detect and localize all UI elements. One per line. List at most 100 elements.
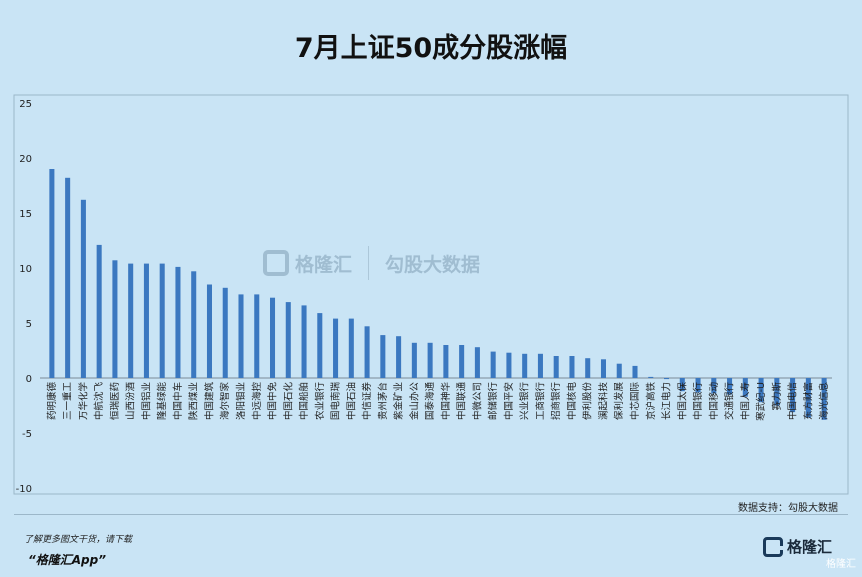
x-tick-label: 伊利股份 (582, 382, 594, 421)
bar (65, 177, 71, 378)
footer-logo: 格隆汇 (763, 536, 832, 557)
x-tick-label: 赛力斯 (771, 382, 783, 411)
bar (553, 356, 559, 378)
bar (301, 305, 307, 378)
x-tick-label: 山西汾酒 (126, 382, 137, 421)
y-tick-label: 25 (19, 99, 32, 110)
x-tick-label: 海尔智家 (219, 382, 231, 421)
x-tick-label: 中国太保 (676, 382, 688, 421)
bar (585, 358, 591, 378)
x-tick-label: 农业银行 (314, 382, 326, 421)
x-tick-label: 中国银行 (692, 382, 704, 421)
bar (758, 378, 764, 403)
x-tick-label: 中国神华 (440, 382, 452, 421)
x-tick-label: 招商银行 (550, 382, 562, 421)
bar (364, 326, 370, 378)
bar (679, 378, 685, 392)
footer-divider (14, 514, 848, 515)
y-tick-label: 10 (19, 264, 32, 275)
x-tick-label: 隆基绿能 (156, 382, 168, 421)
x-tick-label: 三一重工 (62, 382, 74, 421)
bar (269, 297, 276, 378)
watermark-logo-icon (263, 250, 289, 276)
x-tick-label: 工商银行 (534, 382, 546, 421)
x-tick-label: 东方财富 (802, 382, 814, 420)
bar (380, 335, 386, 378)
x-tick-label: 恒瑞医药 (109, 382, 121, 420)
bar (600, 359, 607, 378)
bar (727, 378, 733, 395)
x-tick-label: 贵州茅台 (377, 382, 389, 420)
bar (569, 356, 575, 378)
x-tick-label: 寒武纪-U (755, 382, 767, 421)
x-tick-label: 海光信息 (818, 382, 830, 420)
x-tick-label: 国电南瑞 (330, 382, 342, 421)
bar (317, 313, 323, 378)
y-tick-label: 0 (26, 374, 32, 385)
y-tick-label: -5 (22, 429, 32, 440)
y-tick-label: -10 (16, 484, 32, 495)
bar (348, 318, 354, 378)
x-tick-label: 中国建筑 (203, 382, 215, 421)
x-axis-labels: 药明康德 三一重工 万华化学 中航沈飞 恒瑞医药 山西汾酒 中国铝业 隆基绿能 中国中车 陕西煤业… (46, 382, 830, 421)
bar (159, 263, 165, 378)
footer-logo-icon (763, 536, 783, 557)
bar (742, 378, 748, 397)
x-tick-label: 中国联通 (456, 382, 468, 421)
footer-app-name: “格隆汇App” (28, 553, 106, 567)
x-tick-label: 中芯国际 (629, 382, 641, 421)
x-tick-label: 国泰海通 (424, 382, 436, 421)
x-tick-label: 中信证券 (361, 382, 373, 421)
x-tick-label: 中远海控 (251, 382, 263, 421)
bar (663, 378, 670, 380)
bar (411, 342, 417, 378)
plot-border (13, 94, 849, 495)
x-tick-label: 中国核电 (566, 382, 578, 421)
chart-title: 7月上证50成分股涨幅 (294, 33, 568, 64)
bar (206, 284, 213, 378)
x-tick-label: 金山办公 (408, 382, 420, 421)
bar (506, 352, 512, 378)
bar (96, 244, 102, 378)
bar (333, 318, 339, 378)
bar (80, 199, 86, 378)
bar (254, 294, 260, 378)
bar (490, 351, 496, 378)
bar (711, 378, 717, 394)
bar (537, 353, 543, 378)
watermark-brand: 格隆汇 (295, 253, 353, 276)
bar (285, 302, 291, 378)
bar (49, 169, 55, 378)
bar (128, 263, 134, 378)
x-tick-label: 邮储银行 (487, 382, 499, 421)
x-tick-label: 交通银行 (724, 382, 736, 421)
x-tick-label: 中国船舶 (298, 382, 310, 420)
bar (522, 353, 528, 378)
x-tick-label: 长江电力 (661, 382, 673, 420)
data-source: 数据支持：勾股大数据 (738, 503, 838, 514)
bars-group (49, 169, 827, 420)
y-tick-label: 5 (26, 319, 32, 330)
footer-promo-text: 了解更多图文干货，请下载 (24, 535, 133, 545)
bar (143, 263, 149, 378)
x-tick-label: 京沪高铁 (645, 382, 657, 421)
y-axis: -10 -5 0 5 10 15 20 25 (16, 99, 32, 495)
watermark-separator (368, 246, 370, 280)
x-tick-label: 中国石化 (282, 382, 294, 421)
bar (648, 376, 654, 378)
bar (175, 266, 181, 378)
bar (790, 378, 796, 413)
bar (695, 378, 701, 393)
bar (112, 260, 118, 378)
x-tick-label: 中国铝业 (140, 382, 152, 420)
bar (459, 345, 465, 378)
x-tick-label: 保利发展 (613, 382, 625, 421)
bar (238, 294, 244, 378)
x-tick-label: 洛阳钼业 (235, 382, 247, 420)
x-tick-label: 中国中车 (172, 382, 184, 420)
x-tick-label: 兴业银行 (519, 382, 531, 421)
x-tick-label: 陕西煤业 (188, 382, 200, 420)
corner-watermark: 格隆汇 (826, 559, 856, 570)
watermark-data: 勾股大数据 (385, 253, 481, 276)
